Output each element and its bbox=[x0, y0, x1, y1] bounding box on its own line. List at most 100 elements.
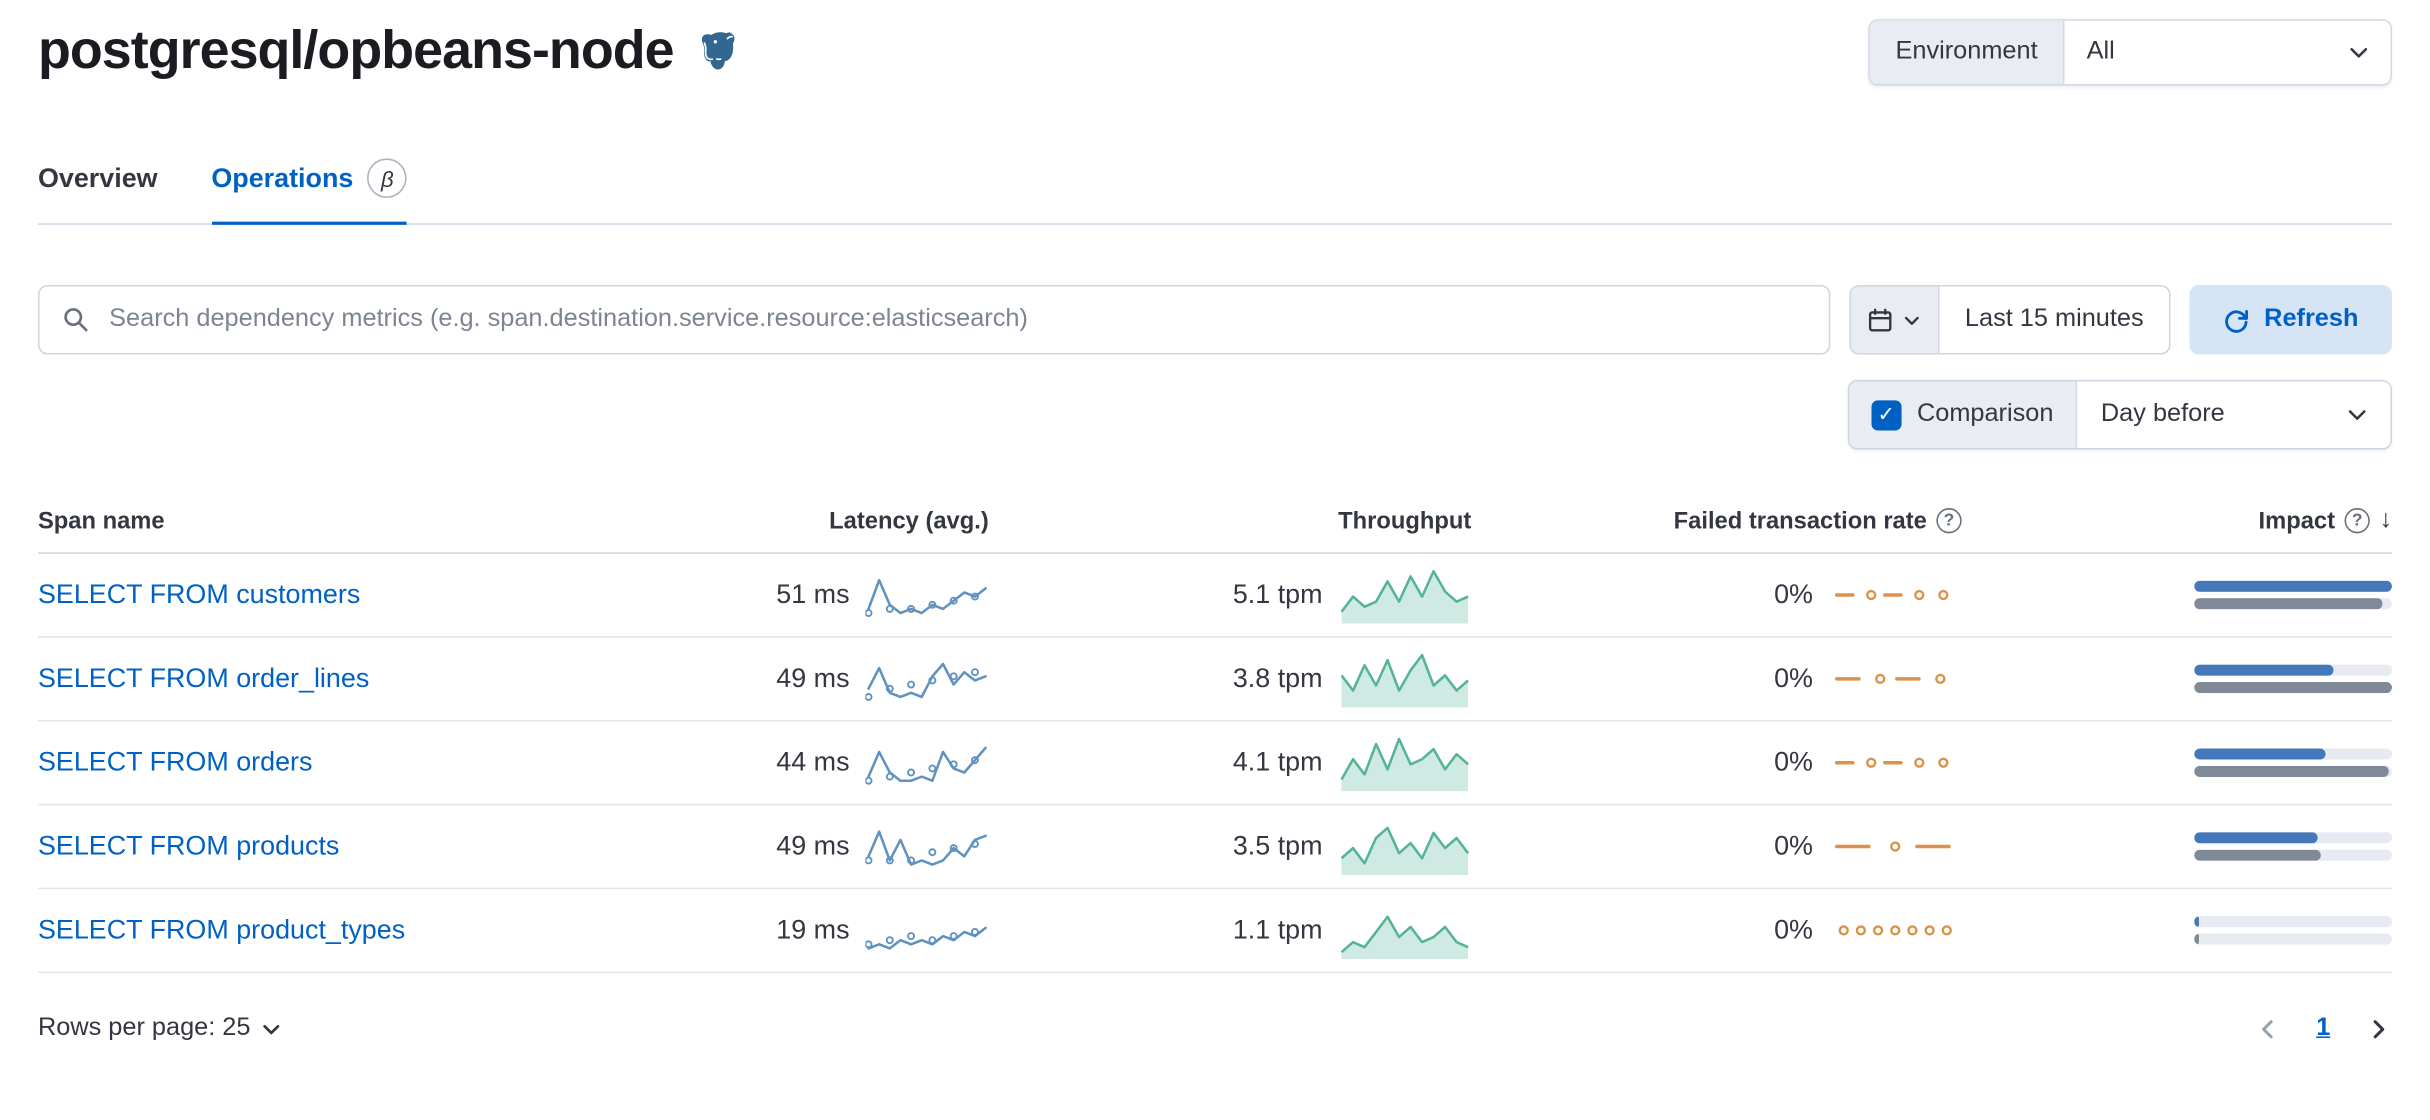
info-icon[interactable]: ? bbox=[1936, 508, 1962, 534]
comparison-checkbox[interactable]: ✓ bbox=[1871, 399, 1902, 430]
table-row: SELECT FROM products 49 ms 3.5 tpm 0% bbox=[37, 805, 2392, 890]
chevron-down-icon bbox=[2350, 47, 2368, 58]
throughput-value: 1.1 tpm bbox=[1232, 914, 1323, 945]
table-row: SELECT FROM product_types 19 ms 1.1 tpm … bbox=[37, 889, 2392, 974]
environment-filter: Environment All bbox=[1868, 19, 2392, 86]
throughput-sparkline bbox=[1340, 737, 1469, 792]
chevron-down-icon bbox=[1904, 316, 1919, 325]
toolbar: Last 15 minutes Refresh bbox=[37, 284, 2392, 355]
latency-sparkline bbox=[865, 746, 987, 785]
rows-per-page-button[interactable]: Rows per page: 25 bbox=[38, 1014, 284, 1042]
throughput-value: 3.8 tpm bbox=[1232, 663, 1323, 694]
impact-bar-previous bbox=[2194, 849, 2321, 861]
failed-rate-sparkline bbox=[1838, 925, 1952, 936]
comparison-select[interactable]: Day before bbox=[2077, 381, 2391, 448]
refresh-button[interactable]: Refresh bbox=[2189, 284, 2392, 355]
postgresql-icon bbox=[701, 31, 735, 69]
page-header: postgresql/opbeans-node Environment All bbox=[38, 16, 2392, 86]
search-box bbox=[37, 284, 1831, 355]
calendar-icon bbox=[1869, 307, 1892, 331]
refresh-label: Refresh bbox=[2264, 305, 2359, 333]
table-footer: Rows per page: 25 1 bbox=[38, 1014, 2392, 1042]
date-picker: Last 15 minutes bbox=[1849, 284, 2171, 355]
tab-operations[interactable]: Operations β bbox=[211, 158, 408, 225]
impact-bars bbox=[1962, 748, 2392, 777]
failed-rate-value: 0% bbox=[1774, 579, 1813, 610]
chevron-right-icon bbox=[2373, 1019, 2385, 1038]
comparison-toggle[interactable]: ✓ Comparison bbox=[1848, 381, 2078, 448]
impact-bar-current bbox=[2194, 748, 2325, 760]
span-name-link[interactable]: SELECT FROM products bbox=[37, 830, 340, 861]
impact-bar-previous bbox=[2194, 765, 2389, 777]
comparison-value: Day before bbox=[2100, 400, 2225, 428]
tab-overview-label: Overview bbox=[37, 163, 158, 194]
table-row: SELECT FROM orders 44 ms 4.1 tpm 0% bbox=[37, 722, 2392, 806]
time-range-value[interactable]: Last 15 minutes bbox=[1964, 305, 2144, 333]
date-picker-menu-button[interactable] bbox=[1851, 286, 1940, 353]
page-number[interactable]: 1 bbox=[2316, 1014, 2331, 1042]
search-input[interactable] bbox=[105, 303, 1807, 336]
impact-bars bbox=[1962, 916, 2392, 945]
span-name-link[interactable]: SELECT FROM product_types bbox=[37, 914, 406, 945]
impact-bars bbox=[1962, 580, 2392, 610]
table-row: SELECT FROM order_lines 49 ms 3.8 tpm 0% bbox=[37, 638, 2392, 722]
throughput-sparkline bbox=[1340, 826, 1470, 876]
failed-rate-value: 0% bbox=[1774, 746, 1813, 777]
impact-bar-previous bbox=[2194, 682, 2392, 694]
latency-sparkline bbox=[865, 662, 987, 701]
latency-value: 49 ms bbox=[776, 663, 850, 694]
info-icon[interactable]: ? bbox=[2344, 508, 2370, 534]
throughput-value: 3.5 tpm bbox=[1232, 830, 1323, 861]
column-header-impact[interactable]: Impact ? ↓ bbox=[2258, 506, 2392, 535]
next-page-button[interactable] bbox=[2365, 1015, 2392, 1042]
apm-dependency-operations-page: postgresql/opbeans-node Environment All … bbox=[0, 16, 2430, 1120]
impact-bar-previous bbox=[2194, 598, 2383, 610]
previous-page-button[interactable] bbox=[2254, 1015, 2281, 1042]
throughput-value: 4.1 tpm bbox=[1232, 746, 1323, 777]
throughput-sparkline bbox=[1340, 653, 1469, 708]
latency-sparkline bbox=[865, 830, 987, 866]
refresh-icon bbox=[2225, 309, 2249, 333]
latency-value: 19 ms bbox=[776, 914, 850, 945]
latency-value: 51 ms bbox=[776, 579, 850, 610]
column-header-latency[interactable]: Latency (avg.) bbox=[829, 507, 989, 535]
comparison-row: ✓ Comparison Day before bbox=[38, 379, 2392, 450]
table-row: SELECT FROM customers 51 ms 5.1 tpm 0% bbox=[37, 554, 2392, 638]
environment-value: All bbox=[2086, 38, 2115, 66]
throughput-sparkline bbox=[1340, 570, 1469, 624]
beta-badge: β bbox=[367, 158, 408, 198]
failed-rate-sparkline bbox=[1834, 757, 1949, 768]
chevron-down-icon bbox=[2348, 410, 2366, 420]
throughput-sparkline bbox=[1340, 915, 1469, 959]
impact-bars bbox=[1962, 832, 2392, 861]
impact-bar-current bbox=[2194, 832, 2317, 844]
chevron-down-icon bbox=[263, 1024, 280, 1034]
latency-value: 44 ms bbox=[776, 746, 850, 777]
impact-bar-current bbox=[2194, 916, 2199, 928]
search-icon bbox=[64, 308, 88, 332]
span-name-link[interactable]: SELECT FROM customers bbox=[37, 579, 361, 610]
environment-label: Environment bbox=[1870, 20, 2065, 85]
column-header-failed-rate[interactable]: Failed transaction rate ? bbox=[1471, 507, 1962, 534]
tab-overview[interactable]: Overview bbox=[38, 158, 158, 223]
latency-sparkline bbox=[865, 578, 987, 618]
operations-table: Span name Latency (avg.) Throughput Fail… bbox=[37, 506, 2392, 974]
impact-bars bbox=[1962, 664, 2392, 694]
impact-bar-current bbox=[2194, 580, 2392, 592]
failed-rate-value: 0% bbox=[1774, 830, 1813, 861]
table-header: Span name Latency (avg.) Throughput Fail… bbox=[37, 506, 2392, 554]
failed-rate-sparkline bbox=[1834, 673, 1946, 684]
span-name-link[interactable]: SELECT FROM order_lines bbox=[37, 663, 370, 694]
page-title: postgresql/opbeans-node bbox=[37, 20, 675, 81]
tab-bar: Overview Operations β bbox=[37, 158, 2392, 225]
column-header-throughput[interactable]: Throughput bbox=[1338, 507, 1472, 535]
failed-rate-sparkline bbox=[1834, 841, 1951, 852]
environment-select[interactable]: All bbox=[2064, 20, 2391, 85]
failed-rate-sparkline bbox=[1834, 589, 1949, 601]
pagination: 1 bbox=[2254, 1014, 2391, 1042]
span-name-link[interactable]: SELECT FROM orders bbox=[37, 746, 313, 777]
sort-desc-icon[interactable]: ↓ bbox=[2379, 506, 2392, 534]
comparison-label: Comparison bbox=[1916, 400, 2054, 428]
column-header-span-name[interactable]: Span name bbox=[37, 507, 165, 535]
impact-bar-previous bbox=[2194, 933, 2199, 945]
